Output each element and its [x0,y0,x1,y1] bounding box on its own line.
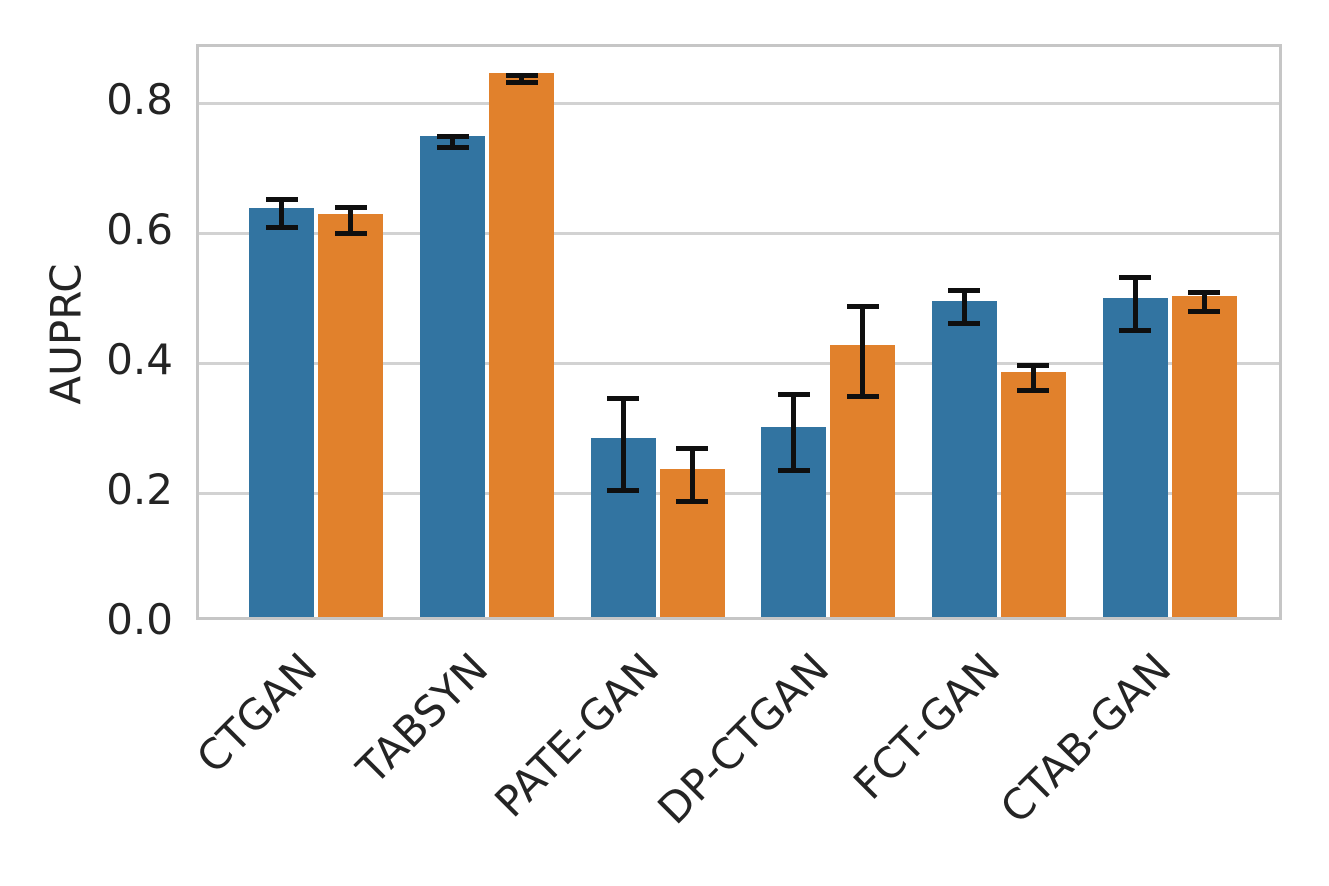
error-bar-line-pate-gan-orange-series [689,448,695,502]
error-bar-line-ctab-gan-orange-series [1201,292,1207,312]
error-bar-line-ctgan-blue-series [279,199,285,228]
bar-tabsyn-orange-series [489,72,555,617]
error-bar-cap-bottom-tabsyn-orange-series [505,79,538,85]
error-bar-cap-bottom-ctgan-blue-series [265,224,298,230]
error-bar-cap-bottom-fct-gan-orange-series [1017,387,1050,393]
bar-tabsyn-blue-series [420,136,486,617]
x-tick-label-fct-gan: FCT-GAN [843,643,1010,809]
error-bar-line-tabsyn-orange-series [519,75,525,83]
y-tick-label-0.8: 0.8 [106,75,173,124]
gridline-0.4 [199,361,1279,365]
error-bar-line-dp-ctgan-blue-series [791,394,797,471]
error-bar-cap-top-ctgan-blue-series [265,197,298,203]
x-tick-label-dp-ctgan: DP-CTGAN [648,643,839,834]
error-bar-cap-bottom-pate-gan-orange-series [676,498,709,504]
x-tick-label-ctab-gan: CTAB-GAN [990,643,1180,833]
bar-ctgan-orange-series [318,214,384,617]
error-bar-cap-top-pate-gan-orange-series [676,445,709,451]
error-bar-cap-bottom-pate-gan-blue-series [607,487,640,493]
error-bar-cap-top-ctgan-orange-series [334,204,367,210]
bar-ctab-gan-blue-series [1102,297,1168,617]
error-bar-cap-top-tabsyn-blue-series [436,134,469,140]
error-bar-cap-top-tabsyn-orange-series [505,73,538,79]
y-tick-label-0.6: 0.6 [106,205,173,254]
x-tick-label-pate-gan: PATE-GAN [484,643,668,827]
error-bar-line-ctgan-orange-series [348,207,354,233]
error-bar-cap-top-dp-ctgan-blue-series [777,391,810,397]
x-tick-label-ctgan: CTGAN [187,643,327,783]
error-bar-line-pate-gan-blue-series [620,398,626,491]
error-bar-line-dp-ctgan-orange-series [860,306,866,397]
bar-ctgan-blue-series [249,207,315,617]
error-bar-cap-top-dp-ctgan-orange-series [846,303,879,309]
error-bar-cap-bottom-dp-ctgan-orange-series [846,393,879,399]
plot-area [196,44,1282,620]
error-bar-cap-bottom-ctgan-orange-series [334,230,367,236]
error-bar-cap-top-ctab-gan-blue-series [1119,274,1152,280]
gridline-0.2 [199,491,1279,495]
y-tick-label-0.4: 0.4 [106,335,173,384]
error-bar-cap-top-fct-gan-blue-series [948,288,981,294]
error-bar-cap-bottom-tabsyn-blue-series [436,144,469,150]
error-bar-cap-bottom-ctab-gan-blue-series [1119,328,1152,333]
error-bar-line-fct-gan-blue-series [961,290,967,324]
error-bar-cap-bottom-ctab-gan-orange-series [1188,309,1221,315]
gridline-0.6 [199,231,1279,235]
y-tick-label-0.0: 0.0 [106,595,173,644]
error-bar-line-tabsyn-blue-series [450,136,456,148]
bar-fct-gan-blue-series [931,301,997,617]
error-bar-cap-top-fct-gan-orange-series [1017,363,1050,369]
error-bar-line-ctab-gan-blue-series [1132,277,1138,331]
error-bar-cap-top-ctab-gan-orange-series [1188,289,1221,295]
bar-ctab-gan-orange-series [1171,295,1237,617]
x-tick-label-tabsyn: TABSYN [347,643,498,794]
error-bar-cap-bottom-dp-ctgan-blue-series [777,468,810,474]
y-tick-label-0.2: 0.2 [106,465,173,514]
gridline-0.8 [199,101,1279,105]
error-bar-cap-bottom-fct-gan-blue-series [948,320,981,326]
error-bar-line-fct-gan-orange-series [1030,365,1036,391]
bar-fct-gan-orange-series [1000,371,1066,617]
error-bar-cap-top-pate-gan-blue-series [607,395,640,401]
